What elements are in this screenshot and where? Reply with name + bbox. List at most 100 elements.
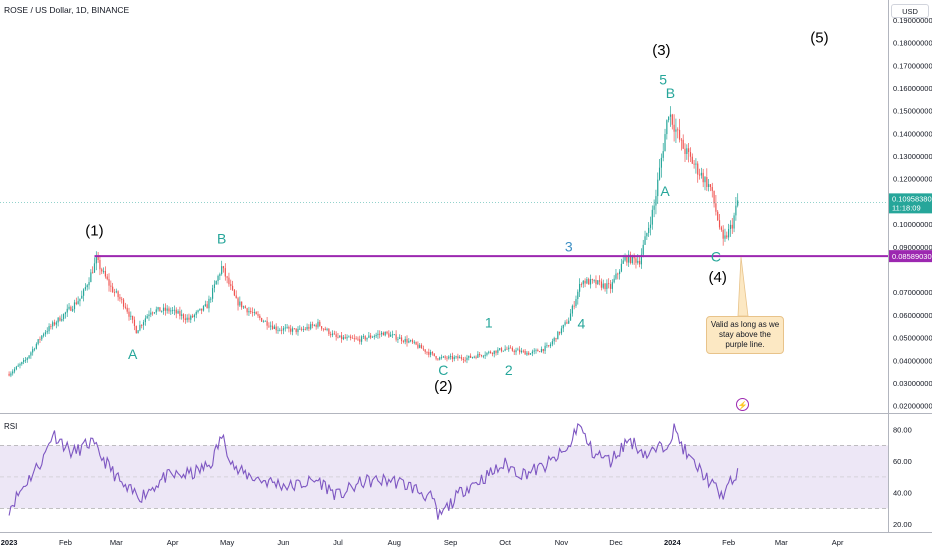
candle-body: [290, 328, 292, 332]
rsi-label[interactable]: RSI: [4, 422, 18, 431]
candle-body: [308, 326, 310, 329]
candle-body: [66, 308, 68, 313]
price-tick-label: 0.15000000: [893, 107, 932, 116]
candle-body: [302, 329, 305, 330]
candle-body: [393, 334, 395, 336]
candle-body: [350, 336, 352, 338]
candle-body: [266, 320, 268, 326]
candle-body: [464, 359, 466, 361]
time-tick-label: Feb: [59, 538, 72, 547]
candle-body: [257, 314, 259, 316]
candle-body: [162, 307, 165, 311]
candle-body: [477, 353, 479, 358]
price-tick-label: 0.17000000: [893, 61, 932, 70]
candle-body: [560, 328, 563, 334]
candle-body: [722, 229, 724, 239]
candle-body: [515, 350, 517, 353]
candle-body: [622, 260, 624, 264]
current-price-label: 0.10958380: [892, 194, 932, 203]
symbol-title[interactable]: ROSE / US Dollar, 1D, BINANCE: [4, 5, 130, 15]
candle-body: [206, 304, 208, 309]
candle-body: [489, 351, 492, 354]
pane-separator[interactable]: [0, 413, 932, 414]
candle-body: [233, 289, 235, 296]
candle-body: [135, 326, 137, 334]
candle-body: [597, 280, 599, 285]
candle-body: [286, 326, 288, 328]
candle-body: [549, 344, 552, 347]
candle-body: [448, 356, 450, 359]
candle-body: [137, 330, 139, 334]
current-price-tag: [889, 193, 932, 214]
candle-body: [693, 163, 695, 165]
callout-note: Valid as long as we stay above the purpl…: [706, 316, 784, 354]
wave-label: 3: [565, 238, 573, 254]
rsi-chart[interactable]: [0, 414, 888, 532]
rsi-tick-label: 80.00: [893, 426, 912, 435]
candle-body: [112, 286, 114, 293]
candle-body: [488, 351, 490, 353]
price-pane[interactable]: (1) A B C (2) 1 2 3 4 (3) 5 B A C (4) (5): [0, 0, 888, 413]
wave-label: B: [217, 230, 226, 246]
candle-body: [731, 224, 733, 229]
candle-body: [211, 288, 214, 299]
candle-body: [711, 187, 713, 191]
candle-body: [635, 258, 637, 263]
price-axis[interactable]: 0.19000000 0.18000000 0.17000000 0.16000000…: [888, 0, 932, 532]
candle-body: [684, 148, 686, 154]
candle-body: [190, 315, 192, 320]
candle-body: [128, 311, 130, 317]
candle-body: [168, 308, 170, 312]
candle-body: [231, 285, 234, 290]
candle-body: [424, 349, 426, 352]
candle-body: [419, 345, 421, 348]
candle-body: [675, 129, 677, 132]
candle-body: [368, 335, 370, 338]
candle-body: [535, 349, 537, 351]
wave-label: C: [438, 362, 448, 378]
candle-body: [620, 263, 623, 272]
price-tick-label: 0.16000000: [893, 84, 932, 93]
rsi-pane[interactable]: [0, 414, 888, 532]
candle-body: [142, 322, 145, 326]
candle-body: [555, 338, 557, 340]
candle-body: [537, 349, 539, 352]
candle-body: [668, 116, 670, 121]
candle-body: [239, 301, 241, 306]
candle-body: [148, 314, 150, 317]
currency-button[interactable]: USD: [891, 4, 929, 18]
candle-body: [95, 257, 97, 264]
candle-body: [346, 337, 348, 339]
candle-body: [428, 351, 430, 355]
candle-body: [175, 309, 177, 314]
candle-body: [188, 317, 190, 320]
candle-body: [593, 279, 595, 281]
candle-body: [586, 279, 588, 284]
candle-body: [660, 157, 662, 168]
candle-body: [291, 328, 294, 332]
lightning-icon[interactable]: ⚡: [736, 398, 749, 411]
candle-body: [715, 203, 717, 212]
candle-body: [653, 205, 655, 210]
candle-body: [268, 325, 270, 327]
candle-body: [526, 352, 528, 355]
candle-body: [164, 307, 166, 311]
candle-body: [217, 275, 219, 281]
candle-body: [444, 356, 446, 358]
wave-label: A: [128, 346, 138, 362]
candle-body: [311, 324, 314, 326]
candle-body: [624, 256, 626, 261]
candle-body: [388, 333, 390, 337]
candle-body: [595, 279, 597, 285]
candle-body: [559, 331, 561, 334]
wave-label: (4): [709, 269, 727, 286]
candle-body: [201, 308, 203, 311]
candle-body: [609, 284, 612, 289]
candle-body: [737, 200, 739, 206]
candle-body: [73, 302, 76, 310]
candle-body: [155, 309, 157, 313]
candle-body: [580, 283, 583, 285]
candle-body: [159, 307, 161, 312]
time-axis[interactable]: 2023 Feb Mar Apr May Jun Jul Aug Sep Oct Nov Dec 202…: [0, 532, 932, 550]
